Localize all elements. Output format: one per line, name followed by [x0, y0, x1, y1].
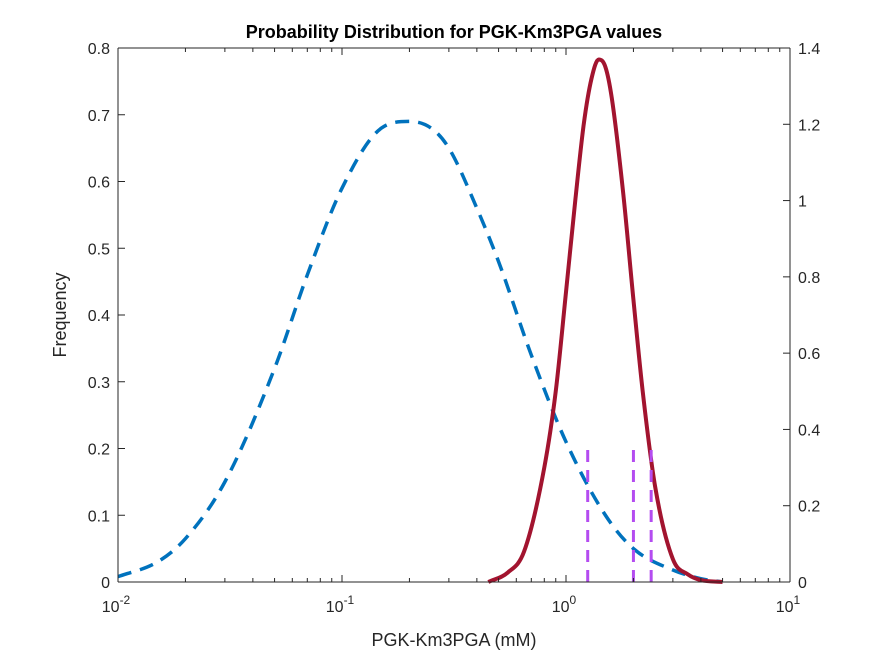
y-right-tick-label-2: 0.2	[798, 499, 820, 516]
chart-title: Probability Distribution for PGK-Km3PGA …	[246, 22, 662, 42]
axes	[117, 47, 791, 583]
y-right-tick-label-3: 0.4	[798, 422, 820, 439]
y-left-tick-label-8: 0.7	[88, 108, 110, 125]
x-tick-label-3: 100	[552, 593, 577, 616]
y-left-tick-label-1: 0	[101, 575, 110, 592]
y-axis-label: Frequency	[50, 272, 70, 357]
y-right-tick-label-7: 1.2	[798, 117, 820, 134]
prior-distribution-line	[117, 119, 723, 584]
y-left-tick-label-5: 0.4	[88, 308, 110, 325]
series-layer	[117, 57, 723, 584]
y-right-tick-label-5: 0.8	[798, 270, 820, 287]
x-tick-label-2: 10-1	[326, 593, 355, 616]
ticks: 10-2 10-1 100 10100.10.20.30.40.50.60.70.80…	[88, 41, 821, 616]
y-right-tick-label-4: 0.6	[798, 346, 820, 363]
y-left-tick-label-6: 0.5	[88, 241, 110, 258]
plot-area	[118, 48, 790, 582]
posterior-distribution-line	[487, 57, 723, 584]
y-left-tick-label-9: 0.8	[88, 41, 110, 58]
y-right-tick-label-8: 1.4	[798, 41, 820, 58]
x-tick-label-1: 10-2	[102, 593, 131, 616]
y-left-tick-label-3: 0.2	[88, 442, 110, 459]
x-axis-label: PGK-Km3PGA (mM)	[371, 630, 536, 650]
y-left-tick-label-2: 0.1	[88, 508, 110, 525]
y-right-tick-label-1: 0	[798, 575, 807, 592]
y-right-tick-label-6: 1	[798, 194, 807, 211]
x-tick-label-4: 101	[776, 593, 801, 616]
y-left-tick-label-4: 0.3	[88, 375, 110, 392]
y-left-tick-label-7: 0.6	[88, 175, 110, 192]
